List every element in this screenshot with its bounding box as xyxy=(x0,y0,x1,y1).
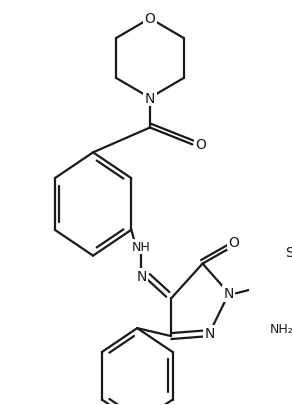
Text: O: O xyxy=(195,138,206,152)
Text: N: N xyxy=(136,270,147,284)
Text: N: N xyxy=(204,326,215,340)
Text: N: N xyxy=(145,92,155,105)
Text: N: N xyxy=(224,287,234,301)
Text: NH: NH xyxy=(132,241,151,254)
Text: NH₂: NH₂ xyxy=(270,322,292,335)
Text: S: S xyxy=(285,245,292,259)
Text: O: O xyxy=(229,235,239,249)
Text: O: O xyxy=(145,12,155,26)
